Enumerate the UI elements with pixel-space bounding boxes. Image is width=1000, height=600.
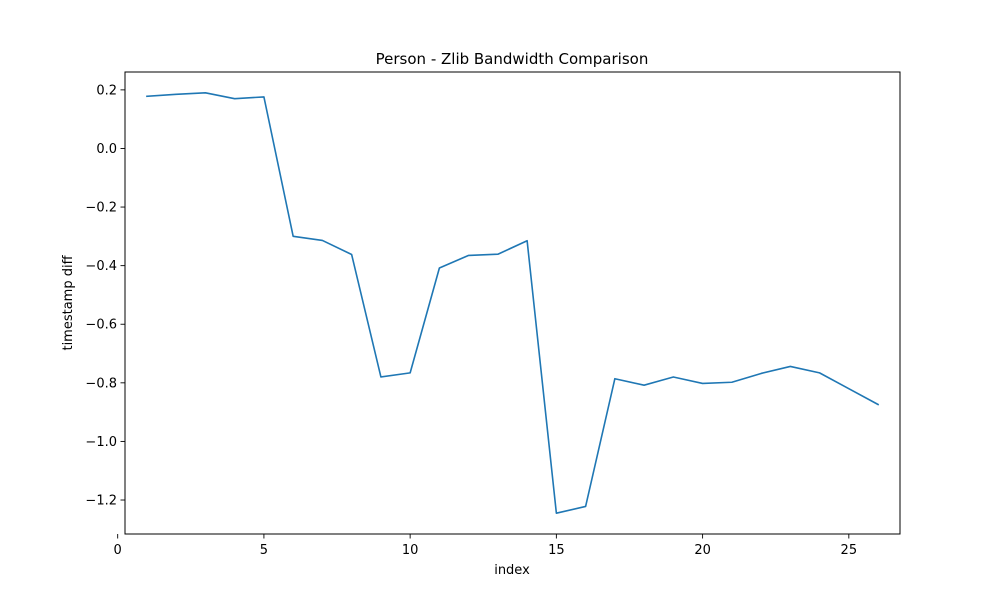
x-axis: 0 5 10 15 20 25	[114, 534, 858, 558]
y-tick-label: −0.6	[85, 318, 117, 333]
y-tick-label: 0.2	[96, 83, 117, 98]
plot-area	[124, 71, 901, 535]
x-axis-title: index	[494, 563, 530, 578]
y-axis: 0.2 0.0 −0.2 −0.4 −0.6 −0.8 −1.0 −1.2	[85, 83, 125, 509]
y-tick-label: −1.0	[85, 435, 117, 450]
x-tick-label: 20	[694, 543, 711, 558]
y-axis-title: timestamp diff	[61, 254, 76, 350]
x-tick-label: 25	[841, 543, 858, 558]
y-tick-label: 0.0	[96, 142, 117, 157]
chart-title: Person - Zlib Bandwidth Comparison	[376, 50, 649, 68]
series-line-0	[146, 92, 880, 514]
y-tick-label: −0.2	[85, 201, 117, 216]
x-tick-label: 15	[548, 543, 565, 558]
x-tick-label: 10	[402, 543, 419, 558]
x-tick-label: 5	[260, 543, 268, 558]
y-tick-label: −0.8	[85, 376, 117, 391]
plot-frame	[124, 71, 901, 535]
y-tick-label: −0.4	[85, 259, 117, 274]
x-tick-label: 0	[114, 543, 122, 558]
y-tick-label: −1.2	[85, 494, 117, 509]
